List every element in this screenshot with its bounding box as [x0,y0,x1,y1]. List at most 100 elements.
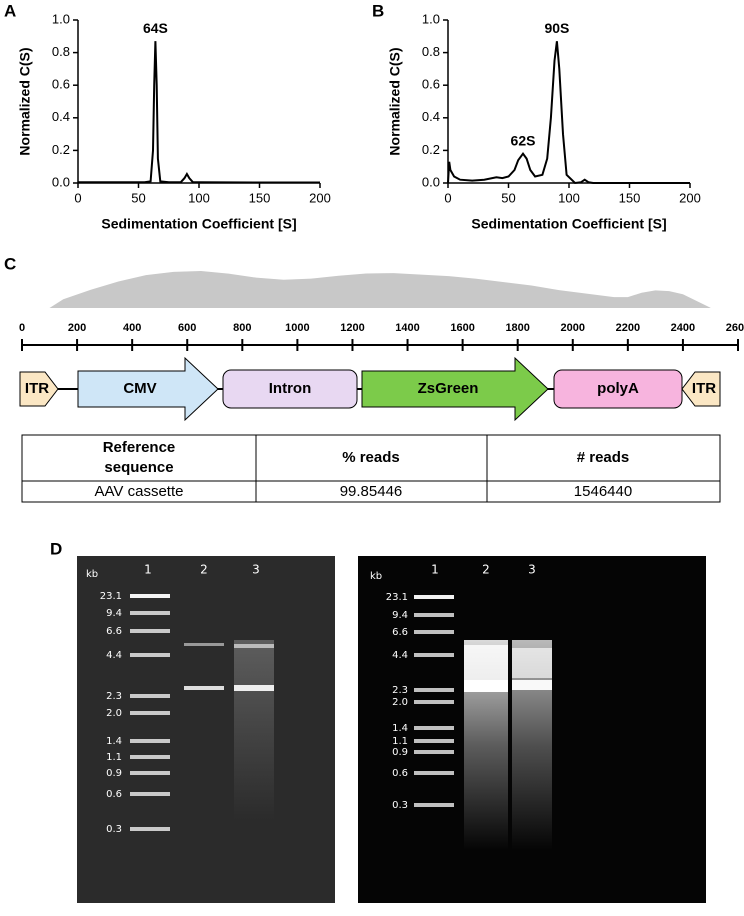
ladder-band [130,827,170,831]
coverage-area [49,271,711,308]
ladder-band [414,653,454,657]
ladder-band [414,750,454,754]
gel-unit: kb [86,569,98,580]
sedimentation-curve [447,41,690,185]
table-header: Reference sequence [103,439,176,476]
gel-image [77,556,335,903]
itr-right-shape [681,371,721,407]
x-tick-label: 100 [188,190,210,205]
x-tick-label: 200 [68,322,86,334]
table-cell: AAV cassette [95,483,184,500]
size-marker: 4.4 [392,650,408,661]
lane-label: 2 [482,563,490,577]
size-marker: 0.6 [106,789,122,800]
x-tick-label: 200 [309,190,331,205]
ladder-band [414,739,454,743]
peak-annotation: 90S [544,20,569,36]
x-tick-label: 200 [679,190,701,205]
size-marker: 1.4 [106,736,122,747]
itr-left-shape [19,371,59,407]
y-tick-label: 0.4 [422,109,440,124]
size-marker: 1.4 [392,723,408,734]
band [184,686,224,690]
size-marker: 23.1 [100,591,122,602]
ladder-band [414,726,454,730]
x-tick-label: 1000 [285,322,309,334]
ladder-band [414,771,454,775]
band [512,648,552,678]
ladder-band [130,629,170,633]
lane-label: 1 [144,563,152,577]
map-label: ITR [25,380,49,397]
ladder-band [414,595,454,599]
ladder-band [130,611,170,615]
size-marker: 1.1 [392,736,408,747]
size-marker: 9.4 [392,610,408,621]
map-label: CMV [123,380,156,397]
ladder-band [130,771,170,775]
ladder-band [414,688,454,692]
y-tick-label: 1.0 [422,11,440,26]
table-header: % reads [342,449,400,466]
y-tick-label: 0.4 [52,109,70,124]
size-marker: 6.6 [392,627,408,638]
peak-annotation: 62S [511,132,536,148]
ladder-band [414,613,454,617]
map-label: polyA [597,380,639,397]
zsgreen-arrow [361,356,549,422]
y-tick-label: 1.0 [52,11,70,26]
size-marker: 0.3 [106,824,122,835]
panel-label: A [4,1,16,20]
size-marker: 0.6 [392,768,408,779]
size-marker: 0.9 [106,768,122,779]
panel-label: D [50,539,62,558]
x-tick-label: 2200 [616,322,640,334]
x-tick-label: 0 [19,322,25,334]
gel-unit: kb [370,571,382,582]
size-marker: 2.3 [392,685,408,696]
x-tick-label: 150 [249,190,271,205]
y-axis-label: Normalized C(S) [17,47,33,155]
intron-box [222,369,358,409]
x-tick-label: 2600 [726,322,744,334]
y-tick-label: 0.6 [52,77,70,92]
x-tick-label: 50 [501,190,515,205]
size-marker: 4.4 [106,650,122,661]
table [21,434,721,503]
ladder-band [130,755,170,759]
x-tick-label: 0 [444,190,451,205]
band [464,680,508,692]
y-tick-label: 0.2 [422,142,440,157]
band [464,645,508,683]
lane-label: 1 [431,563,439,577]
lane-label: 3 [528,563,536,577]
panel-label: C [4,254,16,273]
x-tick-label: 50 [131,190,145,205]
ladder-band [414,700,454,704]
genetic-map: ITR CMV Intron ZsGreen polyA ITR [19,356,721,422]
x-tick-label: 100 [558,190,580,205]
x-tick-label: 1200 [340,322,364,334]
ladder-band [130,694,170,698]
band [234,685,274,691]
size-marker: 0.9 [392,747,408,758]
smear [234,640,274,820]
peak-annotation: 64S [143,20,168,36]
table-cell: 99.85446 [340,483,403,500]
size-marker: 2.0 [106,708,122,719]
x-tick-label: 2000 [561,322,585,334]
size-marker: 23.1 [386,592,408,603]
x-tick-label: 400 [123,322,141,334]
sedimentation-curve [78,41,320,184]
y-tick-label: 0.2 [52,142,70,157]
size-marker: 1.1 [106,752,122,763]
band [512,680,552,690]
table-header: # reads [577,449,630,466]
size-marker: 0.3 [392,800,408,811]
panel-label: B [372,1,384,20]
x-tick-label: 2400 [671,322,695,334]
table-border [21,434,721,503]
x-axis-label: Sedimentation Coefficient [S] [471,216,666,232]
ladder-band [130,711,170,715]
